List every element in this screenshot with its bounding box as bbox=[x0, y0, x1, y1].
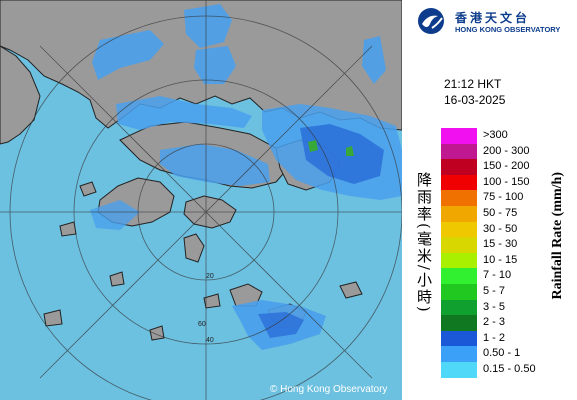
legend-swatch bbox=[441, 299, 477, 316]
legend-swatch bbox=[441, 362, 477, 378]
rain-echo bbox=[116, 96, 252, 130]
legend-swatch bbox=[441, 128, 477, 144]
legend-swatch bbox=[441, 284, 477, 300]
small-island bbox=[229, 283, 263, 307]
legend-row: 15 - 30 bbox=[441, 237, 573, 253]
rain-echo bbox=[362, 36, 386, 84]
range-label: 40 bbox=[206, 337, 214, 344]
legend-label: 5 - 7 bbox=[483, 285, 506, 297]
lamma-island bbox=[183, 233, 205, 263]
range-rings bbox=[0, 0, 402, 400]
legend-label: 75 - 100 bbox=[483, 191, 524, 204]
observatory-logo: 香港天文台 HONG KONG OBSERVATORY bbox=[416, 6, 576, 36]
small-island bbox=[149, 325, 165, 341]
rain-echo bbox=[258, 312, 304, 338]
legend-title-en: Rainfall Rate (mm/h) bbox=[550, 172, 565, 300]
legend-row: 100 - 150 bbox=[441, 174, 573, 191]
legend-row: 7 - 10 bbox=[441, 268, 573, 284]
observatory-name-en: HONG KONG OBSERVATORY bbox=[455, 25, 561, 34]
legend-swatch bbox=[441, 221, 477, 238]
western-land bbox=[0, 45, 41, 145]
legend-label: >300 bbox=[483, 129, 508, 141]
legend-row: 10 - 15 bbox=[441, 252, 573, 269]
rain-echo bbox=[92, 30, 164, 80]
range-spoke bbox=[39, 45, 373, 379]
legend-row: 200 - 300 bbox=[441, 143, 573, 160]
legend-label: 0.15 - 0.50 bbox=[483, 363, 536, 375]
copyright-notice: © Hong Kong Observatory bbox=[270, 384, 388, 395]
legend-swatch bbox=[441, 268, 477, 284]
legend-label: 0.50 - 1 bbox=[483, 347, 521, 360]
legend-label: 7 - 10 bbox=[483, 269, 512, 282]
legend-swatch bbox=[441, 159, 477, 175]
legend-row: 3 - 5 bbox=[441, 299, 573, 316]
legend-label: 10 - 15 bbox=[483, 253, 518, 266]
legend-row: 75 - 100 bbox=[441, 190, 573, 206]
small-island bbox=[203, 293, 221, 309]
legend-label: 15 - 30 bbox=[483, 238, 518, 251]
legend-swatch bbox=[441, 252, 477, 269]
legend-row: 30 - 50 bbox=[441, 221, 573, 238]
observatory-name-cn: 香港天文台 bbox=[455, 11, 531, 25]
legend-row: 2 - 3 bbox=[441, 315, 573, 331]
rain-echo bbox=[308, 140, 318, 152]
rain-echo bbox=[300, 124, 384, 184]
small-island bbox=[43, 309, 63, 327]
legend-label: 30 - 50 bbox=[483, 222, 518, 235]
legend-label: 150 - 200 bbox=[483, 160, 530, 173]
legend-row: 1 - 2 bbox=[441, 330, 573, 347]
rain-echo bbox=[346, 146, 354, 156]
legend-label: 3 - 5 bbox=[483, 300, 506, 313]
legend-row: >300 bbox=[441, 128, 573, 144]
legend-swatch bbox=[441, 330, 477, 347]
legend-row: 0.15 - 0.50 bbox=[441, 362, 573, 378]
small-island bbox=[79, 181, 97, 197]
legend-row: 150 - 200 bbox=[441, 159, 573, 175]
legend-panel: 香港天文台 HONG KONG OBSERVATORY 21:12 HKT 16… bbox=[402, 0, 577, 400]
legend-swatch bbox=[441, 143, 477, 160]
small-island bbox=[109, 271, 125, 287]
legend-label: 200 - 300 bbox=[483, 144, 530, 157]
timestamp-date: 16-03-2025 bbox=[444, 93, 506, 107]
legend-swatch bbox=[441, 190, 477, 206]
legend-label: 2 - 3 bbox=[483, 316, 506, 329]
legend-swatch bbox=[441, 237, 477, 253]
legend-title-cn: 降雨率(毫米/小時) bbox=[415, 172, 433, 314]
observatory-logo-icon bbox=[418, 8, 444, 34]
legend-swatch bbox=[441, 206, 477, 222]
legend-swatch bbox=[441, 346, 477, 362]
range-label: 20 bbox=[206, 273, 214, 280]
legend-row: 5 - 7 bbox=[441, 284, 573, 300]
legend-row: 50 - 75 bbox=[441, 206, 573, 222]
range-label: 60 bbox=[198, 321, 206, 328]
small-island bbox=[339, 281, 363, 299]
legend-row: 0.50 - 1 bbox=[441, 346, 573, 362]
rain-echo bbox=[194, 46, 236, 84]
legend-swatch bbox=[441, 174, 477, 191]
legend-swatch bbox=[441, 315, 477, 331]
rain-echo bbox=[184, 4, 232, 48]
timestamp-time: 21:12 HKT bbox=[444, 77, 502, 91]
radar-map: 20 40 60 © Hong Kong Observatory bbox=[0, 0, 402, 400]
legend-label: 50 - 75 bbox=[483, 207, 518, 219]
radar-map-canvas: 20 40 60 bbox=[0, 0, 402, 400]
legend-label: 100 - 150 bbox=[483, 175, 530, 188]
legend-label: 1 - 2 bbox=[483, 331, 506, 344]
rain-echo bbox=[90, 200, 140, 230]
rainfall-legend: >300 200 - 300 150 - 200 100 - 150 75 - 100 5… bbox=[441, 128, 573, 380]
